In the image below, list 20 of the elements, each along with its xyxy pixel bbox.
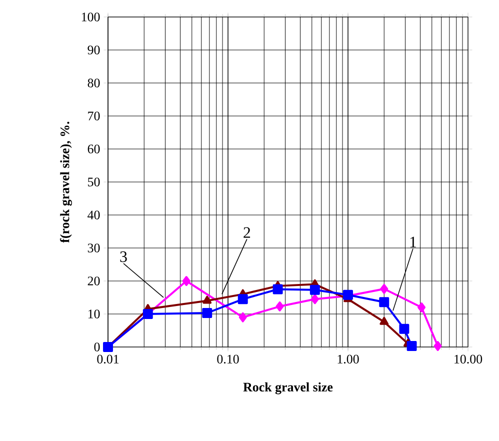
- annotation: 3: [120, 251, 127, 262]
- x-tick-label: 0.10: [217, 354, 239, 364]
- y-tick-label: 80: [88, 78, 100, 88]
- y-tick-label: 50: [88, 178, 100, 186]
- y-tick-label: 40: [88, 210, 100, 220]
- x-tick-label: 0.01: [97, 354, 119, 364]
- y-tick-label: 0: [94, 342, 100, 352]
- y-tick-label: 30: [88, 244, 100, 252]
- x-tick-label: 1.00: [338, 354, 359, 364]
- annotation: 1: [410, 236, 416, 248]
- x-axis-title: Rock gravel size: [243, 382, 333, 394]
- annotation: 2: [244, 227, 250, 238]
- y-tick-label: 10: [88, 310, 100, 318]
- y-tick-label: 60: [88, 144, 100, 154]
- y-tick-label: 90: [88, 46, 100, 54]
- x-tick-label: 10.00: [454, 354, 482, 364]
- y-tick-label: 100: [82, 12, 100, 22]
- y-tick-label: 20: [88, 276, 100, 286]
- y-tick-label: 70: [88, 112, 100, 120]
- y-axis-title: f(rock gravel size), %.: [60, 122, 72, 243]
